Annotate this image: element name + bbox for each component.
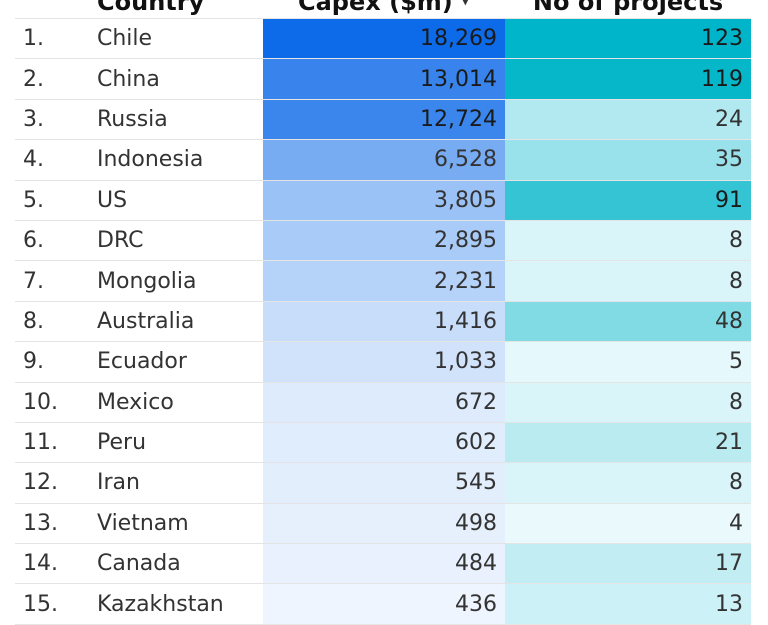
table-row: 7. Mongolia 2,231 8 [15, 261, 751, 302]
row-capex: 2,895 [263, 220, 505, 261]
row-country: Mongolia [97, 268, 197, 294]
table-row: 4. Indonesia 6,528 35 [15, 140, 751, 181]
row-rank: 13. [23, 510, 58, 536]
row-country: Vietnam [97, 510, 189, 536]
row-capex: 18,269 [263, 19, 505, 59]
row-projects: 8 [505, 382, 751, 422]
row-rank: 1. [23, 26, 44, 52]
row-capex: 6,528 [263, 140, 505, 180]
sort-descending-icon: ▼ [460, 0, 470, 7]
row-rank: 2. [23, 66, 44, 92]
table-row: 6. DRC 2,895 8 [15, 220, 751, 262]
row-rank: 8. [23, 308, 44, 334]
row-rank: 7. [23, 268, 44, 294]
row-capex: 484 [263, 544, 505, 584]
row-capex: 3,805 [263, 180, 505, 220]
row-country: Russia [97, 106, 168, 132]
row-projects: 4 [505, 503, 751, 544]
table-row: 15. Kazakhstan 436 13 [15, 584, 751, 625]
row-rank: 9. [23, 349, 44, 375]
row-projects: 8 [505, 463, 751, 503]
row-country: Peru [97, 430, 147, 456]
capex-table: Country Capex ($m) ▼ No of projects 1. Ch… [15, 0, 751, 625]
row-rank: 14. [23, 551, 58, 577]
row-rank: 12. [23, 470, 58, 496]
row-projects: 13 [505, 584, 751, 624]
row-country: Iran [97, 470, 140, 496]
row-country: China [97, 66, 160, 92]
table-row: 10. Mexico 672 8 [15, 382, 751, 423]
row-capex: 1,416 [263, 301, 505, 342]
row-capex: 602 [263, 422, 505, 463]
row-capex: 498 [263, 503, 505, 544]
row-rank: 3. [23, 106, 44, 132]
row-country: Chile [97, 26, 153, 52]
table-row: 13. Vietnam 498 4 [15, 503, 751, 545]
header-rank [15, 0, 97, 18]
table-row: 2. China 13,014 119 [15, 59, 751, 100]
row-projects: 21 [505, 422, 751, 463]
row-projects: 48 [505, 301, 751, 342]
row-capex: 13,014 [263, 59, 505, 99]
table-row: 3. Russia 12,724 24 [15, 99, 751, 141]
row-country: Mexico [97, 389, 174, 415]
table-row: 14. Canada 484 17 [15, 544, 751, 585]
table-row: 12. Iran 545 8 [15, 463, 751, 504]
row-rank: 6. [23, 228, 44, 254]
table-body: 1. Chile 18,269 123 2. China 13,014 119 3. Russia… [15, 19, 751, 625]
row-capex: 672 [263, 382, 505, 422]
row-projects: 91 [505, 180, 751, 220]
row-projects: 35 [505, 140, 751, 180]
row-rank: 15. [23, 591, 58, 617]
header-country[interactable]: Country [97, 0, 205, 16]
row-rank: 4. [23, 147, 44, 173]
row-rank: 5. [23, 187, 44, 213]
row-projects: 123 [505, 19, 751, 59]
row-projects: 24 [505, 99, 751, 140]
row-projects: 5 [505, 342, 751, 382]
row-projects: 119 [505, 59, 751, 99]
row-rank: 11. [23, 430, 58, 456]
row-country: Kazakhstan [97, 591, 224, 617]
row-country: DRC [97, 228, 144, 254]
row-capex: 436 [263, 584, 505, 624]
row-capex: 12,724 [263, 99, 505, 140]
row-country: US [97, 187, 128, 213]
header-projects[interactable]: No of projects [532, 0, 724, 16]
header-capex[interactable]: Capex ($m) ▼ [263, 0, 505, 18]
row-projects: 8 [505, 220, 751, 261]
table-header: Country Capex ($m) ▼ No of projects [15, 0, 751, 19]
table-row: 11. Peru 602 21 [15, 422, 751, 464]
row-country: Indonesia [97, 147, 204, 173]
table-row: 8. Australia 1,416 48 [15, 301, 751, 343]
row-capex: 2,231 [263, 261, 505, 301]
row-country: Canada [97, 551, 181, 577]
row-rank: 10. [23, 389, 58, 415]
row-projects: 17 [505, 544, 751, 584]
table-row: 9. Ecuador 1,033 5 [15, 342, 751, 383]
row-projects: 8 [505, 261, 751, 301]
table-row: 1. Chile 18,269 123 [15, 19, 751, 60]
row-capex: 1,033 [263, 342, 505, 382]
header-capex-label: Capex ($m) [298, 0, 453, 16]
row-country: Australia [97, 308, 195, 334]
table-row: 5. US 3,805 91 [15, 180, 751, 221]
row-capex: 545 [263, 463, 505, 503]
row-country: Ecuador [97, 349, 187, 375]
